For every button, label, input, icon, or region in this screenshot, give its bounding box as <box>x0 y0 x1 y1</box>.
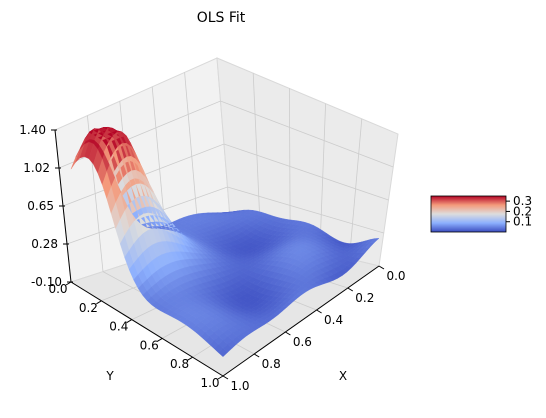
y-tick-mark <box>126 319 133 324</box>
y-tick-mark <box>187 356 193 361</box>
x-tick-label: 0.6 <box>293 335 312 349</box>
x-tick-label: 1.0 <box>230 379 249 393</box>
y-tick-label: 0.4 <box>109 320 128 334</box>
y-tick-mark <box>156 337 163 342</box>
x-tick-mark <box>285 331 291 336</box>
y-tick-label: 0.2 <box>79 301 98 315</box>
y-tick-mark <box>65 281 72 286</box>
y-tick-mark <box>217 375 224 380</box>
y-tick-label: 0.8 <box>170 357 189 371</box>
z-ticks: -0.10 0.28 0.65 1.02 1.40 <box>19 123 73 289</box>
x-tick-mark <box>222 375 229 380</box>
chart-title: OLS Fit <box>197 10 246 26</box>
y-axis-line <box>70 281 224 377</box>
x-axis-line <box>222 265 380 377</box>
x-axis-label: X <box>339 369 347 383</box>
y-ticks: 0.0 0.2 0.4 0.6 0.8 1.0 <box>48 281 224 390</box>
colorbar <box>430 195 507 233</box>
x-tick-label: 0.2 <box>355 291 374 305</box>
x-tick-mark <box>316 309 322 314</box>
surface-facet <box>369 238 380 244</box>
y-tick-mark <box>96 300 102 305</box>
z-tick-label: 0.28 <box>31 237 58 251</box>
ols-surface <box>70 126 380 357</box>
y-tick-label: 0.6 <box>140 338 159 352</box>
x-ticks: 0.0 0.2 0.4 0.6 0.8 1.0 <box>222 265 406 393</box>
colorbar-tick-label: 0.2 <box>513 204 532 218</box>
colorbar-tick-label: 0.3 <box>513 194 532 208</box>
colorbar-tick-label: 0.1 <box>513 215 532 229</box>
z-tick-label: 1.40 <box>19 123 46 137</box>
z-tick-label: 0.65 <box>27 199 54 213</box>
y-tick-label: 0.0 <box>48 282 67 296</box>
y-tick-label: 1.0 <box>200 376 219 390</box>
x-tick-mark <box>378 265 385 270</box>
y-axis-label: Y <box>105 369 114 383</box>
colorbar-ticks: 0.30.20.1 <box>506 194 532 229</box>
z-tick-label: 1.02 <box>23 161 50 175</box>
x-tick-label: 0.4 <box>324 313 343 327</box>
x-tick-mark <box>253 353 260 358</box>
x-tick-mark <box>347 287 354 292</box>
z-tick-label: -0.10 <box>31 275 62 289</box>
x-tick-label: 0.8 <box>262 357 281 371</box>
x-tick-label: 0.0 <box>386 269 405 283</box>
